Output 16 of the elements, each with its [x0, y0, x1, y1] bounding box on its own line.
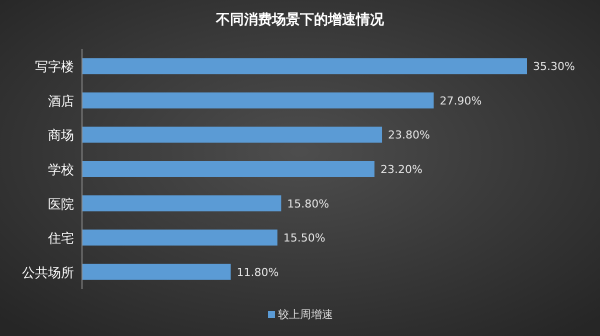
- data-label: 11.80%: [236, 266, 279, 279]
- y-tick-label: 住宅: [47, 230, 74, 247]
- y-tick-label: 商场: [48, 128, 74, 144]
- data-label: 23.20%: [380, 163, 422, 176]
- y-tick-label: 酒店: [48, 93, 74, 110]
- y-tick-label: 写字楼: [35, 59, 74, 76]
- chart-title: 不同消费场景下的增速情况: [215, 12, 385, 28]
- data-label: 35.30%: [533, 60, 575, 74]
- data-label: 23.80%: [388, 128, 430, 142]
- y-tick-label: 医院: [48, 197, 74, 212]
- data-label: 15.80%: [287, 197, 330, 210]
- y-tick-label: 学校: [48, 163, 74, 178]
- legend-label: 较上周增速: [278, 308, 333, 321]
- data-label: 27.90%: [440, 94, 482, 108]
- y-tick-label: 公共场所: [22, 266, 74, 281]
- data-label: 15.50%: [283, 232, 326, 245]
